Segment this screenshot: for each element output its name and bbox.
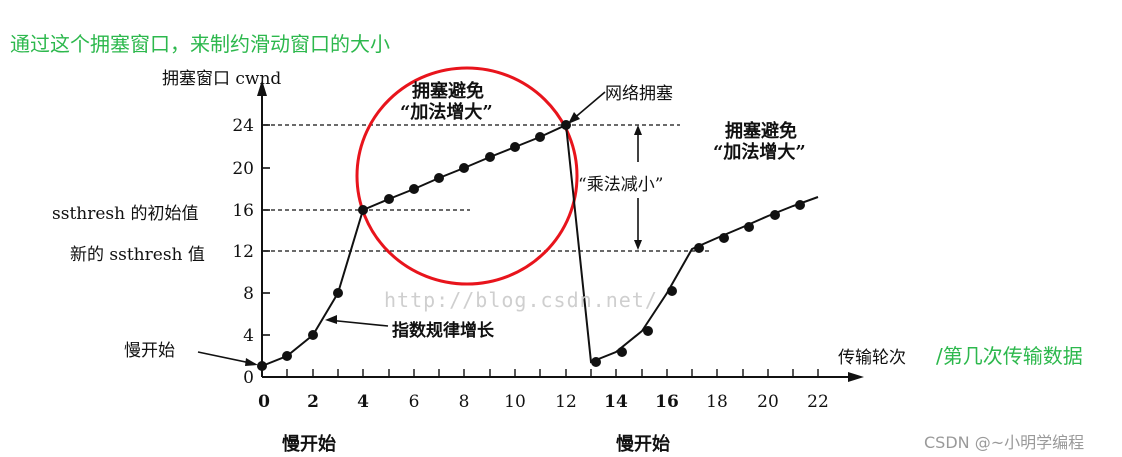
ssthresh-initial-label: ssthresh 的初始值 [52, 204, 199, 224]
highlight-ellipse [355, 66, 579, 286]
svg-text:16: 16 [655, 392, 679, 412]
network-congestion-label: 网络拥塞 [605, 84, 673, 104]
svg-text:6: 6 [409, 392, 420, 412]
svg-text:12: 12 [555, 392, 577, 412]
svg-text:0: 0 [258, 392, 270, 412]
ca1-title: 拥塞避免 [412, 81, 484, 102]
svg-text:22: 22 [807, 392, 829, 412]
multiplicative-decrease-label: “乘法减小” [578, 175, 664, 195]
y-axis-label: 拥塞窗口 cwnd [162, 69, 282, 89]
exponential-growth-label: 指数规律增长 [392, 321, 494, 341]
svg-text:4: 4 [357, 392, 369, 412]
svg-text:12: 12 [232, 242, 254, 262]
data-points [257, 120, 805, 371]
top-note: 通过这个拥塞窗口，来制约滑动窗口的大小 [10, 32, 390, 56]
x-axis-label: 传输轮次 [838, 348, 906, 368]
watermark: http://blog.csdn.net/ [384, 288, 658, 312]
x-ticks [286, 369, 819, 377]
reference-lines [264, 124, 710, 252]
svg-text:8: 8 [243, 284, 254, 304]
csdn-credit: CSDN @~小明学编程 [924, 433, 1085, 452]
x-axis-arrow-icon [848, 372, 864, 382]
y-axis-arrow-icon [257, 80, 267, 96]
svg-text:8: 8 [459, 392, 470, 412]
svg-text:0: 0 [243, 368, 254, 388]
x-tick-labels: 0 2 4 6 8 10 12 14 16 18 20 22 [258, 392, 829, 412]
svg-text:14: 14 [604, 392, 628, 412]
x-axis-note: /第几次传输数据 [936, 344, 1083, 368]
ca1-subtitle: “加法增大” [400, 102, 493, 123]
slow-start-pointer-label: 慢开始 [124, 341, 175, 361]
svg-text:20: 20 [757, 392, 779, 412]
congestion-pointer [571, 91, 606, 121]
slow-start-label-1: 慢开始 [282, 434, 336, 455]
ca2-title: 拥塞避免 [725, 121, 797, 142]
axes [257, 80, 864, 382]
svg-text:2: 2 [307, 392, 319, 412]
y-tick-labels: 0 4 8 12 16 20 24 [232, 116, 254, 388]
svg-text:16: 16 [232, 201, 254, 221]
annotation-arrows [197, 91, 642, 366]
y-ticks [262, 124, 270, 336]
svg-text:24: 24 [232, 116, 254, 136]
ssthresh-new-label: 新的 ssthresh 值 [70, 245, 205, 265]
slow-start-label-2: 慢开始 [616, 434, 670, 455]
exponential-pointer [327, 319, 389, 327]
ca2-subtitle: “加法增大” [713, 142, 806, 163]
svg-text:4: 4 [243, 326, 254, 346]
svg-text:18: 18 [706, 392, 728, 412]
svg-text:10: 10 [504, 392, 526, 412]
svg-text:20: 20 [232, 159, 254, 179]
